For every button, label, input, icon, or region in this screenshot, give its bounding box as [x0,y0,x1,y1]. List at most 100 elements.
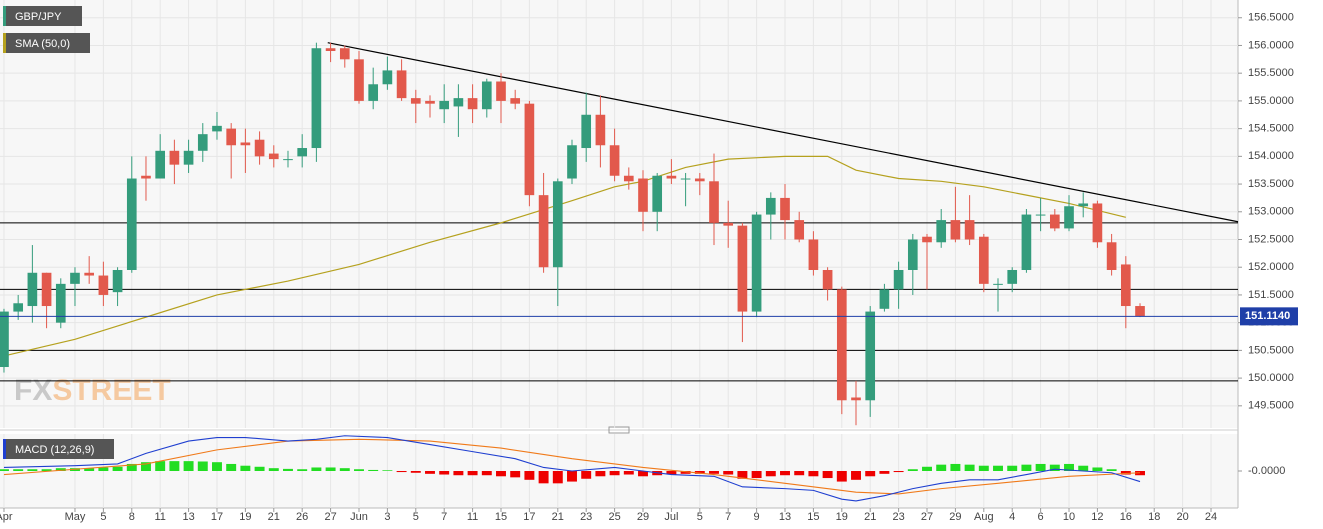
x-tick-label: 6 [1038,511,1044,523]
x-tick-label: 19 [836,511,848,523]
x-tick-label: 16 [1120,511,1132,523]
macd-histogram-bar [964,464,975,471]
macd-histogram-bar [978,465,989,471]
candle-body [155,150,166,179]
macd-histogram-bar [581,471,592,479]
candle-body [737,225,748,312]
candle-body [836,289,847,401]
candle-body [808,239,819,270]
y-tick-label: 152.0000 [1248,261,1294,273]
trend-line [327,42,1239,223]
macd-histogram-bar [254,466,265,471]
candle-body [197,134,208,151]
candle-body [794,220,805,240]
candle-body [723,222,734,226]
candle-body [13,303,24,312]
candle-body [41,272,52,307]
macd-histogram-bar [1007,465,1018,471]
candle-body [993,283,1003,285]
candle-body [1007,269,1018,284]
legend-box [3,33,90,53]
macd-histogram-bar [950,463,961,471]
macd-histogram-bar [922,466,932,471]
macd-histogram-bar [780,471,790,476]
y-tick-label: 150.0000 [1248,372,1294,384]
macd-histogram-bar [41,469,52,471]
x-tick-label: 13 [779,511,791,523]
candle-body [126,178,137,270]
macd-histogram-bar [737,471,748,479]
macd-histogram-bar [240,465,251,471]
macd-histogram-bar [510,471,521,478]
candle-body [694,178,705,182]
candle-body [751,214,762,312]
macd-histogram-bar [893,471,904,473]
macd-histogram-bar [354,469,364,471]
x-tick-label: 15 [807,511,819,523]
macd-histogram-bar [339,468,350,471]
candle-body [978,236,989,284]
candle-body [325,48,336,52]
x-tick-label: 20 [1176,511,1188,523]
macd-histogram-bar [1106,469,1117,471]
x-tick-label: 3 [384,511,390,523]
x-tick-label: 21 [268,511,280,523]
macd-histogram-bar [623,471,634,475]
candle-body [936,220,947,243]
macd-histogram-bar [396,471,407,473]
candle-body [638,178,648,212]
macd-histogram-bar [1092,467,1103,471]
candle-body [552,181,563,268]
candle-body [354,59,364,101]
candle-body [1106,242,1117,270]
candle-body [268,153,279,160]
candle-body [907,239,918,270]
macd-histogram-bar [481,471,492,476]
macd-histogram-bar [55,468,66,471]
x-tick-label: 5 [697,511,703,523]
resize-handle[interactable] [608,426,630,434]
candle-body [240,142,251,146]
last-price-label: 151.1140 [1245,310,1290,322]
macd-histogram-bar [141,462,151,471]
macd-histogram-bar [112,466,123,471]
candle-body [141,175,151,179]
candle-body [1021,214,1032,270]
y-tick-label: 153.0000 [1248,206,1294,218]
candle-body [311,48,322,149]
candle-body [1078,203,1089,207]
macd-histogram-bar [183,461,194,471]
macd-histogram-bar [155,461,166,471]
y-tick-label: 156.5000 [1248,12,1294,24]
candle-body [524,103,535,196]
x-tick-label: 21 [552,511,564,523]
x-tick-label: 21 [864,511,876,523]
candle-body [879,289,890,309]
plot [0,42,1239,426]
candle-body [964,220,975,240]
candle-body [382,70,393,85]
signal-line [3,438,1141,495]
candle-body [623,175,634,182]
macd-histogram-bar [524,471,535,480]
macd-histogram-bar [13,469,24,471]
macd-histogram-bar [283,468,293,471]
x-tick-label: Aug [974,511,994,523]
x-tick-label: 8 [129,511,135,523]
candle-body [666,175,677,179]
macd-histogram-bar [865,471,876,477]
x-tick-label: 19 [239,511,251,523]
macd-histogram-bar [368,469,379,471]
macd-line [3,435,1141,502]
macd-histogram-bar [1064,463,1074,471]
y-tick-label: 150.5000 [1248,344,1294,356]
candle-body [851,397,861,401]
x-tick-label: 24 [1205,511,1217,523]
candle-body [680,178,691,180]
candle-body [709,181,719,223]
x-tick-label: 9 [754,511,760,523]
macd-histogram-bar [993,465,1003,471]
macd-histogram-bar [27,469,38,471]
candle-body [425,100,435,104]
x-tick-label: 27 [921,511,933,523]
